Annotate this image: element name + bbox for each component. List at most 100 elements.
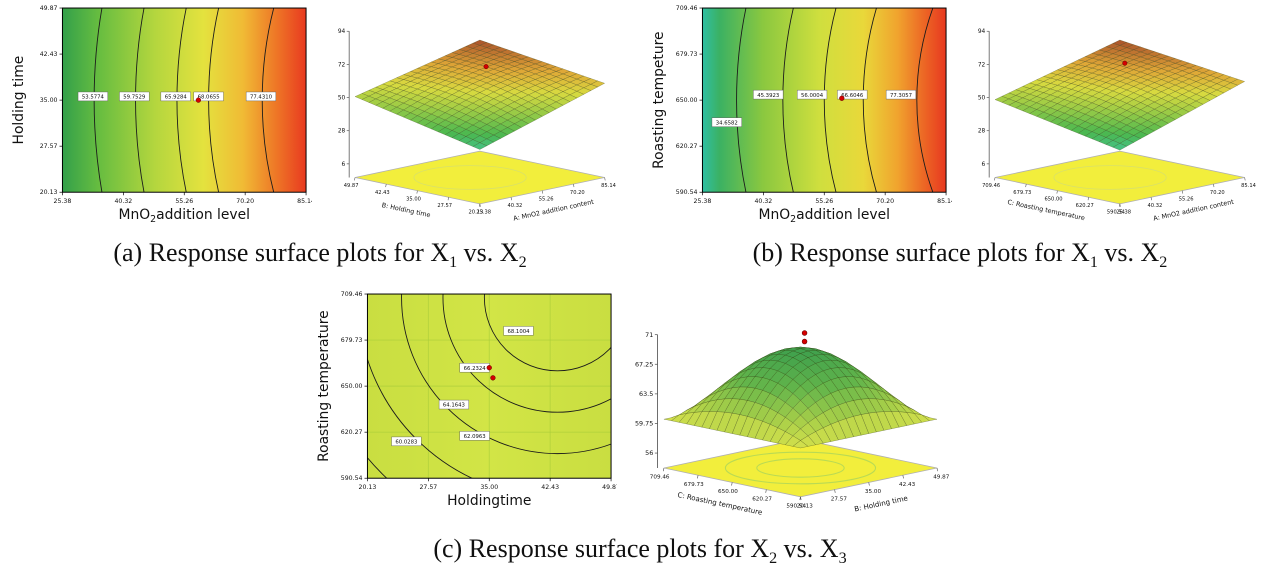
left-axis-tick-label: 709.46 <box>982 183 1000 189</box>
design-point <box>486 365 492 371</box>
contour-plot-b: 34.6582 45.3923 56.0004 66.6046 77.3057 709.4… <box>650 5 951 224</box>
left-axis-tick-label: 620.27 <box>752 496 772 502</box>
contour-plot-a: 53.5774 59.7529 65.9284 68.0655 77.4310 49.87… <box>10 5 311 224</box>
y-tick-label: 590.54 <box>675 189 697 196</box>
right-axis-title: A: MnO2 addition content <box>1152 198 1234 223</box>
right-axis-tick-label: 27.57 <box>830 496 847 502</box>
y-tick-label: 590.54 <box>340 475 362 482</box>
z-tick-label: 50 <box>337 95 345 101</box>
panel-b-plots: 34.6582 45.3923 56.0004 66.6046 77.3057 709.4… <box>647 2 1274 236</box>
x-tick-label: 55.26 <box>815 198 833 205</box>
y-tick-label: 27.57 <box>39 143 57 150</box>
right-axis-tick-label: 20.13 <box>796 504 813 510</box>
design-point <box>838 95 844 101</box>
right-axis-tick-label: 85.14 <box>1241 183 1256 189</box>
contour-line-label: 66.2324 <box>463 366 486 372</box>
right-axis-title: A: MnO2 addition content <box>512 198 594 223</box>
contour-line-label: 59.7529 <box>123 95 146 101</box>
caption-b: (b) Response surface plots for X1 vs. X2 <box>752 238 1168 272</box>
panel-a-plots: 53.5774 59.7529 65.9284 68.0655 77.4310 49.87… <box>7 2 634 236</box>
right-axis-tick-label: 70.20 <box>1209 190 1224 196</box>
right-axis-tick-label: 85.14 <box>601 183 616 189</box>
right-axis-tick-label: 40.32 <box>1147 203 1162 209</box>
z-tick-label: 72 <box>337 62 345 68</box>
left-axis-tick-label: 590.54 <box>786 504 806 510</box>
x-tick-label: 20.13 <box>358 484 376 491</box>
x-tick-label: 55.26 <box>175 198 193 205</box>
z-tick-label: 94 <box>977 29 985 35</box>
caption-c: (c) Response surface plots for X2 vs. X3 <box>433 534 847 568</box>
contour-line-label: 56.0004 <box>801 93 824 99</box>
surface-plot-b: 94 72 50 28 6 709.46 679.73 650.00 620.27 590.542… <box>977 29 1256 223</box>
x-axis-title: MnO2addition level <box>758 207 890 224</box>
contour-line-label: 53.5774 <box>81 95 104 101</box>
design-point <box>801 338 807 345</box>
contour-line-label: 34.6582 <box>715 120 737 126</box>
y-tick-label: 650.00 <box>675 97 697 104</box>
contour-line-label: 68.1004 <box>507 329 530 335</box>
y-tick-label: 42.43 <box>39 51 57 58</box>
surface-plot-c: 71 67.25 63.5 59.75 56 709.46 679.73 650.00 620.… <box>634 330 949 517</box>
x-tick-label: 70.20 <box>876 198 894 205</box>
left-axis-tick-label: 620.27 <box>1075 203 1093 209</box>
panel-a: 53.5774 59.7529 65.9284 68.0655 77.4310 49.87… <box>0 2 640 272</box>
caption-a: (a) Response surface plots for X1 vs. X2 <box>113 238 527 272</box>
y-tick-label: 679.73 <box>675 51 697 58</box>
z-tick-label: 59.75 <box>634 420 652 428</box>
left-axis-tick-label: 590.54 <box>1106 210 1124 216</box>
panel-c: 68.1004 66.2324 64.1643 62.0963 60.0283 709.4… <box>0 276 1280 568</box>
y-tick-label: 709.46 <box>340 291 362 298</box>
x-axis-title: Holdingtime <box>447 493 531 509</box>
right-axis-title: B: Holding time <box>853 494 908 514</box>
y-axis-title: Roasting tempeture <box>650 31 666 168</box>
design-point <box>483 64 489 70</box>
x-axis-title: MnO2addition level <box>118 207 250 224</box>
contour-line-label: 66.6046 <box>841 93 864 99</box>
contour-line-label: 45.3923 <box>757 93 779 99</box>
y-axis-title: Holding time <box>10 56 26 145</box>
panel-b: 34.6582 45.3923 56.0004 66.6046 77.3057 709.4… <box>640 2 1280 272</box>
x-tick-label: 27.57 <box>419 484 437 491</box>
right-axis-tick-label: 55.26 <box>1178 196 1193 202</box>
right-axis-tick-label: 35.00 <box>864 489 881 495</box>
contour-line-label: 64.1643 <box>442 403 464 409</box>
left-axis-tick-label: 650.00 <box>718 489 738 495</box>
right-axis-tick-label: 42.43 <box>899 482 916 488</box>
x-tick-label: 25.38 <box>693 198 711 205</box>
x-tick-label: 40.32 <box>754 198 772 205</box>
left-axis-tick-label: 679.73 <box>683 482 703 488</box>
left-axis-tick-label: 679.73 <box>1013 190 1031 196</box>
floor-plane <box>994 150 1245 205</box>
z-tick-label: 71 <box>645 331 653 339</box>
x-tick-label: 35.00 <box>480 484 498 491</box>
contour-line-label: 77.4310 <box>249 95 272 101</box>
left-axis-tick-label: 27.57 <box>437 203 452 209</box>
design-point <box>1121 60 1127 66</box>
floor-plane <box>354 150 605 205</box>
z-tick-label: 50 <box>977 95 985 101</box>
caption-a-text: (a) Response surface plots for <box>113 238 431 267</box>
y-tick-label: 650.00 <box>340 383 362 390</box>
y-tick-label: 20.13 <box>39 189 57 196</box>
y-tick-label: 709.46 <box>675 5 697 12</box>
z-tick-label: 94 <box>337 29 345 35</box>
panel-c-plots: 68.1004 66.2324 64.1643 62.0963 60.0283 709.4… <box>312 276 969 532</box>
left-axis-tick-label: 35.00 <box>406 196 421 202</box>
y-tick-label: 679.73 <box>340 337 362 344</box>
caption-c-text: (c) Response surface plots for <box>433 534 751 564</box>
contour-line-label: 62.0963 <box>463 434 485 440</box>
contour-line-label: 68.0655 <box>197 95 219 101</box>
z-tick-label: 56 <box>645 449 653 457</box>
left-axis-tick-label: 49.87 <box>343 183 358 189</box>
contour-plot-c: 68.1004 66.2324 64.1643 62.0963 60.0283 709.4… <box>315 291 616 509</box>
contour-content: 34.6582 45.3923 56.0004 66.6046 77.3057 709.4… <box>650 5 951 224</box>
left-axis-title: B: Holding time <box>380 201 430 219</box>
caption-b-text: (b) Response surface plots for <box>752 238 1072 267</box>
design-point <box>489 375 496 381</box>
contour-line-label: 77.3057 <box>889 93 911 99</box>
x-tick-label: 25.38 <box>53 198 71 205</box>
x-tick-label: 42.43 <box>541 484 559 491</box>
right-axis-tick-label: 40.32 <box>507 203 522 209</box>
